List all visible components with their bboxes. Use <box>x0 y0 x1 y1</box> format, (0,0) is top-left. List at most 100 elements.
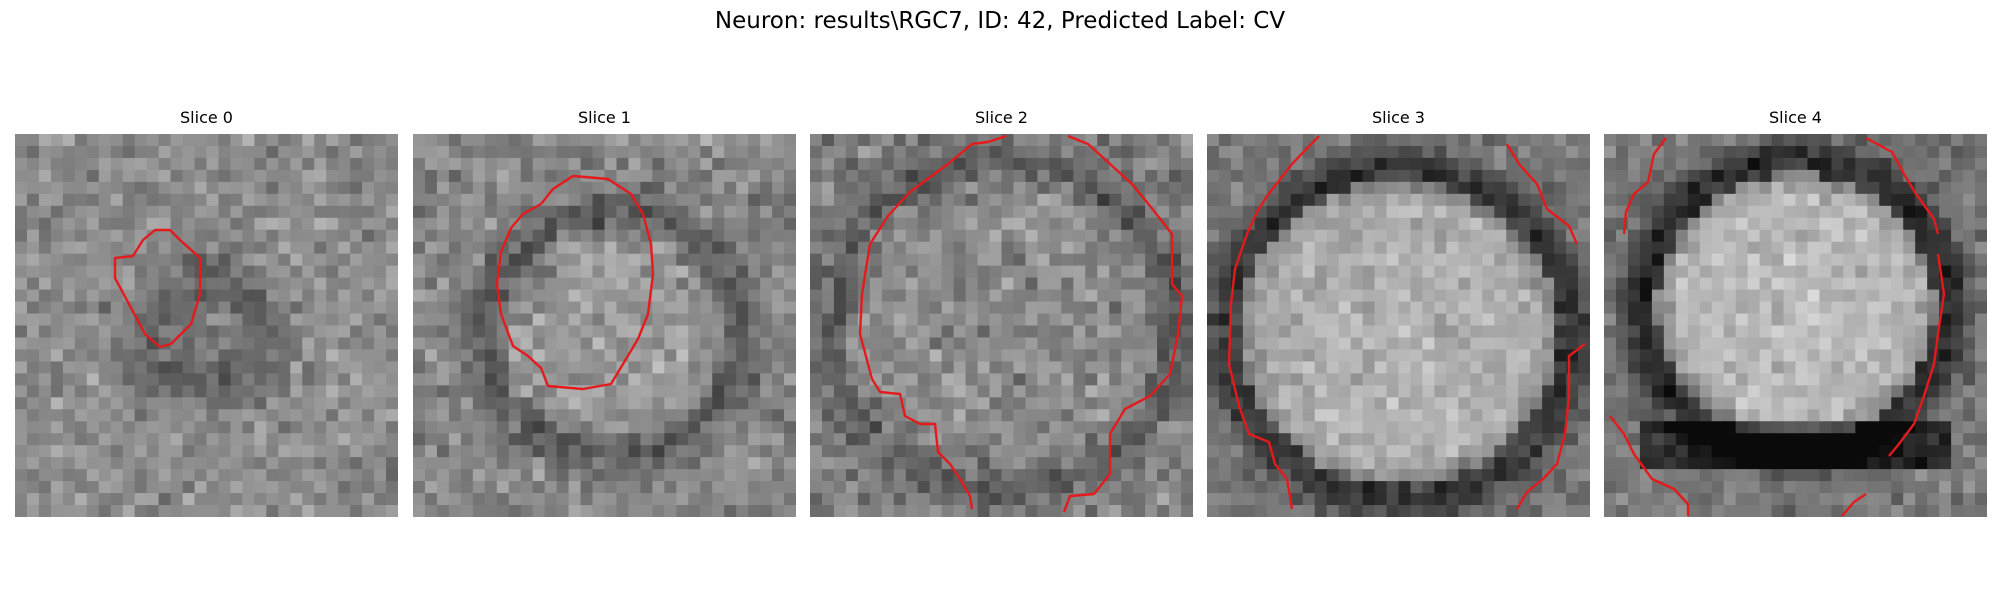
pixel <box>62 289 76 303</box>
pixel <box>230 421 244 434</box>
pixel <box>1470 361 1483 374</box>
pixel <box>98 229 112 243</box>
pixel <box>484 313 498 327</box>
pixel <box>26 457 40 470</box>
pixel <box>1338 265 1352 279</box>
pixel <box>26 373 40 386</box>
pixel <box>472 385 486 398</box>
pixel <box>146 373 160 386</box>
pixel <box>472 241 486 255</box>
pixel <box>170 457 184 470</box>
pixel <box>1362 205 1376 219</box>
pixel <box>74 457 88 470</box>
pixel <box>1242 169 1256 183</box>
pixel <box>1386 397 1400 410</box>
pixel <box>472 193 486 207</box>
pixel <box>1458 481 1471 494</box>
pixel <box>1398 409 1412 422</box>
pixel <box>881 289 895 303</box>
pixel <box>1651 145 1665 159</box>
pixel <box>1314 134 1328 147</box>
pixel <box>664 277 677 291</box>
pixel <box>1542 409 1555 422</box>
pixel <box>917 385 931 398</box>
pixel <box>917 325 931 339</box>
pixel <box>1037 157 1050 171</box>
pixel <box>62 457 76 470</box>
pixel <box>74 469 88 482</box>
pixel <box>1771 337 1785 351</box>
pixel <box>302 169 315 183</box>
pixel <box>1326 289 1340 303</box>
pixel <box>194 397 208 410</box>
pixel <box>1615 313 1629 327</box>
pixel <box>1386 457 1400 470</box>
pixel <box>1915 277 1928 291</box>
pixel <box>302 385 315 398</box>
pixel <box>905 433 919 446</box>
pixel <box>1711 349 1725 363</box>
pixel <box>1604 134 1617 147</box>
pixel <box>1807 337 1821 351</box>
pixel <box>1675 337 1689 351</box>
pixel <box>484 193 498 207</box>
pixel <box>1819 301 1833 315</box>
pixel <box>242 289 255 303</box>
pixel <box>1218 205 1232 219</box>
pixel <box>424 134 438 147</box>
pixel <box>1494 385 1507 398</box>
pixel <box>338 229 351 243</box>
pixel <box>616 193 630 207</box>
pixel <box>1855 181 1868 195</box>
pixel <box>1085 205 1098 219</box>
pixel <box>1615 277 1629 291</box>
pixel <box>628 397 642 410</box>
pixel <box>700 433 713 446</box>
pixel <box>1013 301 1027 315</box>
pixel <box>520 193 534 207</box>
pixel <box>1097 409 1110 422</box>
pixel <box>386 421 398 434</box>
pixel <box>821 325 835 339</box>
pixel <box>652 493 665 506</box>
pixel <box>266 385 279 398</box>
pixel <box>496 145 510 159</box>
pixel <box>1783 134 1797 147</box>
pixel <box>1121 337 1134 351</box>
pixel <box>62 241 76 255</box>
pixel <box>1843 241 1856 255</box>
pixel <box>218 193 232 207</box>
pixel <box>1458 289 1471 303</box>
pixel <box>62 433 76 446</box>
pixel <box>845 277 859 291</box>
pixel <box>1386 169 1400 183</box>
pixel <box>230 241 244 255</box>
pixel <box>242 253 255 267</box>
pixel <box>772 373 785 386</box>
pixel <box>628 157 642 171</box>
pixel <box>26 433 40 446</box>
pixel <box>362 337 375 351</box>
pixel <box>784 217 796 231</box>
pixel <box>1061 169 1074 183</box>
pixel <box>1013 481 1027 494</box>
pixel <box>881 301 895 315</box>
pixel <box>1326 457 1340 470</box>
pixel <box>326 229 339 243</box>
pixel <box>448 421 462 434</box>
pixel <box>1939 169 1952 183</box>
pixel <box>1025 493 1039 506</box>
pixel <box>194 373 208 386</box>
pixel <box>1530 397 1543 410</box>
pixel <box>1374 469 1388 482</box>
pixel <box>230 493 244 506</box>
pixel <box>1145 493 1158 506</box>
pixel <box>1350 505 1364 517</box>
pixel <box>1819 157 1833 171</box>
pixel <box>1326 445 1340 458</box>
pixel <box>1025 469 1039 482</box>
pixel <box>362 421 375 434</box>
pixel <box>1374 505 1388 517</box>
pixel <box>1470 134 1483 147</box>
pixel <box>1711 361 1725 374</box>
